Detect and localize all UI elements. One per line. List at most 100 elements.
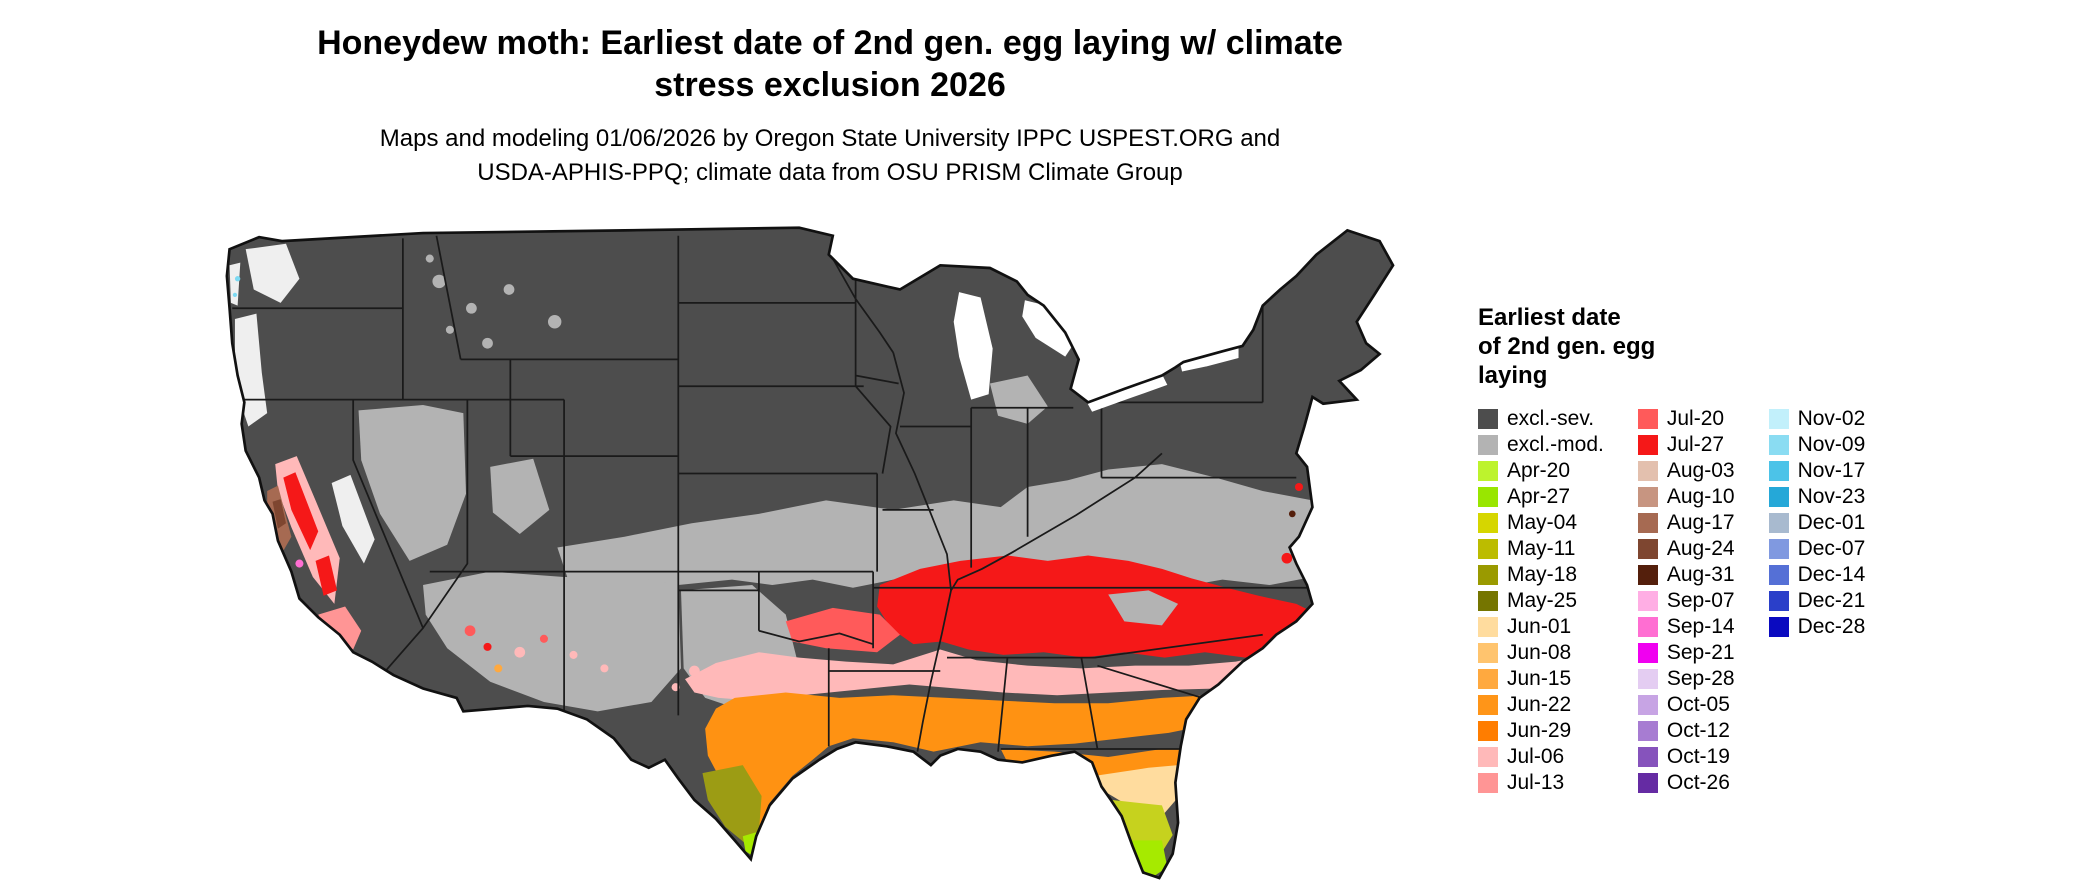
legend-entry-label: Dec-14 <box>1797 563 1866 587</box>
legend-swatch <box>1478 565 1498 586</box>
region-california-detail <box>267 456 362 661</box>
legend-entry: Jun-01 <box>1478 614 1604 640</box>
legend-swatch <box>1637 669 1658 690</box>
legend-entry: Sep-07 <box>1637 588 1735 614</box>
legend-entry-label: Nov-17 <box>1797 459 1866 483</box>
legend-entry-label: Aug-03 <box>1666 459 1735 483</box>
legend-entry: Aug-31 <box>1637 562 1735 588</box>
legend-entry-label: Oct-19 <box>1666 745 1730 769</box>
legend-swatch <box>1478 669 1498 690</box>
legend-entry: Dec-14 <box>1768 562 1866 588</box>
legend-entry-label: Aug-24 <box>1666 537 1735 561</box>
legend-swatch <box>1478 513 1498 534</box>
legend-entry: Sep-21 <box>1637 640 1735 666</box>
legend-swatch <box>1637 409 1658 430</box>
legend-entry-label: Jun-22 <box>1507 693 1572 717</box>
region-florida-april <box>1129 840 1168 878</box>
legend-entry-label: Nov-09 <box>1797 433 1866 457</box>
legend-swatch <box>1478 695 1498 716</box>
legend-entry-label: Jun-15 <box>1507 667 1572 691</box>
legend-swatch <box>1478 591 1498 612</box>
legend-entry: May-04 <box>1478 510 1604 536</box>
legend-entry: May-18 <box>1478 562 1604 588</box>
lake-ontario <box>1179 347 1239 372</box>
legend-entry-label: May-18 <box>1507 563 1578 587</box>
legend-swatch <box>1637 435 1658 456</box>
legend-entry-label: Aug-10 <box>1666 485 1735 509</box>
legend-entry-label: May-11 <box>1507 537 1576 561</box>
legend-entry-label: Dec-01 <box>1797 511 1866 535</box>
great-lakes <box>953 292 1239 412</box>
legend-swatch <box>1478 435 1498 456</box>
legend-title-line-3: laying <box>1478 361 1548 389</box>
region-florida-jun01 <box>1094 765 1179 817</box>
legend-entry: Nov-23 <box>1768 484 1866 510</box>
legend-entry: Oct-05 <box>1637 692 1735 718</box>
legend-entry-label: Apr-20 <box>1507 459 1571 483</box>
legend-column-2: Jul-20 Jul-27 Aug-03 Aug-10 Aug-17 Aug-24 Aug-… <box>1637 406 1735 796</box>
legend-entry-label: Aug-31 <box>1666 563 1735 587</box>
legend-swatch <box>1478 461 1498 482</box>
legend-entry: Dec-01 <box>1768 510 1866 536</box>
lake-huron <box>1022 300 1076 357</box>
legend-entry-label: May-25 <box>1507 589 1578 613</box>
legend-entry-label: Dec-07 <box>1797 537 1866 561</box>
legend-entry-label: Sep-28 <box>1666 667 1735 691</box>
legend-swatch <box>1637 643 1658 664</box>
legend-swatch <box>1478 773 1498 794</box>
legend-title-line-2: of 2nd gen. egg <box>1478 332 1656 360</box>
title-line-1: Honeydew moth: Earliest date of 2nd gen.… <box>317 24 1343 62</box>
legend-entry: Oct-12 <box>1637 718 1735 744</box>
legend-entry-label: May-04 <box>1507 511 1578 535</box>
legend-swatch <box>1768 487 1789 508</box>
band-jul20-jul27 <box>785 555 1313 658</box>
legend-swatch <box>1637 617 1658 638</box>
legend-title-line-1: Earliest date <box>1478 304 1621 331</box>
legend-swatch <box>1637 565 1658 586</box>
legend-swatch <box>1768 461 1789 482</box>
legend-entry: Jul-20 <box>1637 406 1735 432</box>
lake-michigan <box>953 292 993 400</box>
legend-swatch <box>1478 643 1498 664</box>
figure-subtitle: Maps and modeling 01/06/2026 by Oregon S… <box>0 122 1660 189</box>
legend-entry: Dec-28 <box>1768 614 1865 640</box>
legend-entry: Dec-21 <box>1768 588 1865 614</box>
legend-entry-label: Jul-13 <box>1507 771 1565 795</box>
legend-swatch <box>1768 409 1789 430</box>
legend-entry: Nov-09 <box>1768 432 1866 458</box>
legend-entry-label: Jun-01 <box>1507 615 1572 639</box>
legend-swatch <box>1478 721 1498 742</box>
legend-entry: Oct-26 <box>1637 770 1735 796</box>
title-line-2: stress exclusion 2026 <box>654 66 1006 105</box>
legend-entry-label: Sep-07 <box>1666 589 1735 613</box>
legend-entry: Aug-24 <box>1637 536 1735 562</box>
legend-entry: Jul-27 <box>1637 432 1735 458</box>
legend-swatch <box>1637 747 1658 768</box>
legend-entry: Dec-07 <box>1768 536 1866 562</box>
legend-swatch <box>1478 539 1498 560</box>
legend-entry: Aug-17 <box>1637 510 1735 536</box>
patch-appalachia-excluded <box>1108 590 1179 626</box>
legend-swatch <box>1637 539 1658 560</box>
us-choropleth-map <box>225 226 1395 880</box>
legend-swatch <box>1768 513 1789 534</box>
legend-entry-label: excl.-mod. <box>1507 433 1604 457</box>
legend-title: Earliest date of 2nd gen. egg laying <box>1478 304 1865 390</box>
legend: Earliest date of 2nd gen. egg laying exc… <box>1478 304 1865 796</box>
legend-columns: excl.-sev. excl.-mod. Apr-20 Apr-27 May-04 Ma… <box>1478 406 1865 796</box>
legend-swatch <box>1768 591 1789 612</box>
legend-entry-label: Sep-14 <box>1666 615 1735 639</box>
legend-swatch <box>1637 721 1658 742</box>
legend-entry: Jun-08 <box>1478 640 1604 666</box>
legend-entry: May-11 <box>1478 536 1604 562</box>
legend-column-1: excl.-sev. excl.-mod. Apr-20 Apr-27 May-04 Ma… <box>1478 406 1604 796</box>
legend-entry-label: Nov-23 <box>1797 485 1866 509</box>
legend-entry: Sep-28 <box>1637 666 1735 692</box>
legend-entry: Jun-22 <box>1478 692 1604 718</box>
legend-entry-label: Nov-02 <box>1797 407 1866 431</box>
subtitle-line-2: USDA-APHIS-PPQ; climate data from OSU PR… <box>477 158 1183 186</box>
legend-entry: Nov-02 <box>1768 406 1866 432</box>
legend-swatch <box>1768 565 1789 586</box>
legend-entry-label: excl.-sev. <box>1507 407 1595 431</box>
